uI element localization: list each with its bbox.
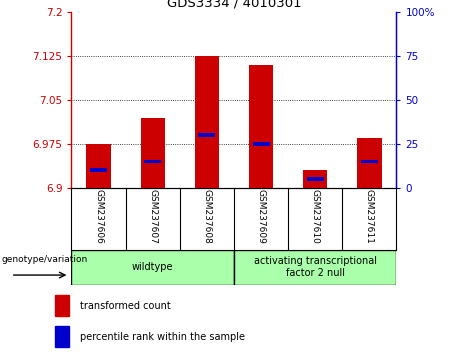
Text: GSM237607: GSM237607 <box>148 189 157 244</box>
Bar <box>357 138 382 188</box>
Text: activating transcriptional
factor 2 null: activating transcriptional factor 2 null <box>254 256 377 278</box>
Bar <box>86 144 111 188</box>
Bar <box>144 160 161 163</box>
Title: GDS3334 / 4010301: GDS3334 / 4010301 <box>166 0 301 10</box>
Bar <box>234 250 396 285</box>
Bar <box>71 250 234 285</box>
Text: GSM237609: GSM237609 <box>256 189 266 244</box>
Bar <box>253 142 270 145</box>
Bar <box>307 177 324 181</box>
Bar <box>361 160 378 163</box>
Bar <box>55 295 69 316</box>
Text: GSM237611: GSM237611 <box>365 189 374 244</box>
Text: percentile rank within the sample: percentile rank within the sample <box>80 332 245 342</box>
Bar <box>90 169 107 172</box>
Text: GSM237608: GSM237608 <box>202 189 212 244</box>
Bar <box>303 170 327 188</box>
Text: GSM237610: GSM237610 <box>311 189 320 244</box>
Text: GSM237606: GSM237606 <box>94 189 103 244</box>
Text: wildtype: wildtype <box>132 262 173 272</box>
Text: genotype/variation: genotype/variation <box>1 255 88 264</box>
Bar <box>55 326 69 347</box>
Bar <box>198 133 215 137</box>
Text: transformed count: transformed count <box>80 301 171 311</box>
Bar <box>141 118 165 188</box>
Bar <box>195 56 219 188</box>
Bar <box>249 65 273 188</box>
